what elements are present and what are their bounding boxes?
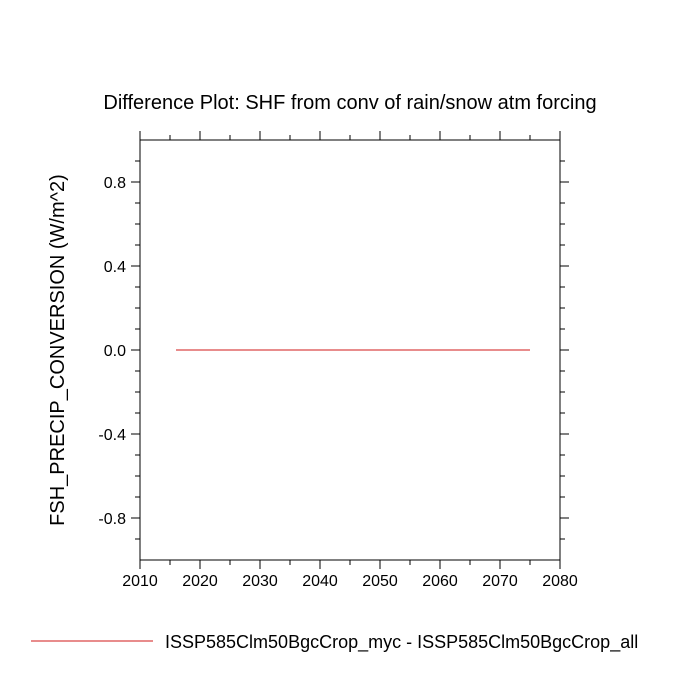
x-tick-label: 2030 (242, 573, 278, 590)
x-tick-label: 2020 (182, 573, 218, 590)
legend-label: ISSP585Clm50BgcCrop_myc - ISSP585Clm50Bg… (165, 632, 638, 653)
y-tick-label: 0.4 (104, 259, 126, 276)
x-tick-label: 2040 (302, 573, 338, 590)
y-tick-label: 0.8 (104, 175, 126, 192)
x-tick-label: 2080 (542, 573, 578, 590)
x-tick-label: 2060 (422, 573, 458, 590)
legend: ISSP585Clm50BgcCrop_myc - ISSP585Clm50Bg… (31, 632, 638, 653)
y-tick-label: -0.8 (98, 511, 126, 528)
y-tick-label: 0.0 (104, 343, 126, 360)
y-axis-label: FSH_PRECIP_CONVERSION (W/m^2) (47, 174, 69, 526)
x-tick-label: 2050 (362, 573, 398, 590)
chart-title: Difference Plot: SHF from conv of rain/s… (103, 92, 596, 114)
axis-tick-labels: 2010 2020 2030 2040 2050 2060 2070 2080 0.8 0.4 0.… (98, 175, 577, 590)
axis-ticks (131, 131, 569, 569)
x-tick-label: 2070 (482, 573, 518, 590)
x-tick-label: 2010 (122, 573, 158, 590)
y-tick-label: -0.4 (98, 427, 126, 444)
